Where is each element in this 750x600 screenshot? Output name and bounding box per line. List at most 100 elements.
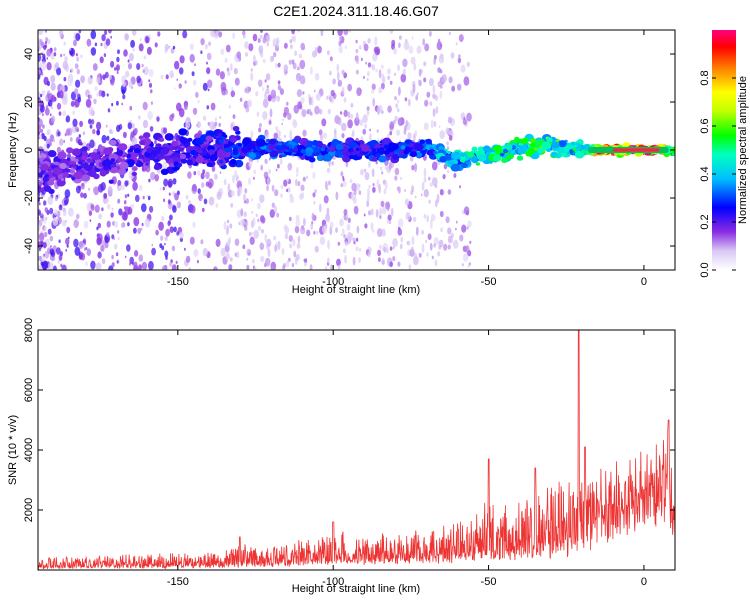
spectrogram-speckle — [355, 48, 359, 54]
spectrogram-speckle — [441, 74, 447, 83]
spectrogram-speckle — [267, 94, 272, 102]
spectrogram-speckle — [80, 232, 83, 236]
spectrogram-speckle — [235, 78, 239, 83]
spectrogram-speckle — [366, 110, 370, 116]
spectrogram-ridge-point — [232, 125, 240, 132]
spectrogram-speckle — [423, 189, 429, 198]
spectrogram-ridge-point — [205, 156, 210, 160]
spectrogram-ridge-point — [190, 149, 197, 156]
spectrogram-speckle — [300, 42, 306, 51]
spectrogram-speckle — [90, 119, 95, 125]
spectrogram-ridge-point — [322, 154, 333, 162]
spectrogram-speckle — [347, 111, 351, 118]
spectrogram-speckle — [351, 129, 355, 137]
spectrogram-speckle — [75, 96, 78, 100]
spectrogram-speckle — [380, 64, 384, 70]
spectrogram-speckle — [146, 194, 149, 199]
spectrogram-speckle — [387, 68, 391, 75]
spectrogram-speckle — [246, 264, 250, 270]
spectrogram-speckle — [269, 209, 275, 218]
spectrogram-speckle — [295, 219, 301, 227]
spectrogram-ridge-point — [518, 142, 523, 146]
spectrogram-speckle — [379, 166, 383, 171]
spectrogram-ridge-point — [50, 165, 55, 168]
spectrogram-speckle — [244, 225, 248, 231]
spectrogram-speckle — [100, 244, 105, 252]
spectrogram-speckle — [133, 261, 138, 269]
spectrogram-speckle — [202, 82, 208, 91]
spectrogram-speckle — [341, 69, 345, 75]
spectrogram-speckle — [135, 194, 140, 203]
spectrogram-speckle — [149, 205, 154, 213]
spectrogram-speckle — [165, 228, 171, 237]
spectrogram-ridge-point — [433, 150, 438, 155]
spectrogram-speckle — [397, 117, 404, 127]
spectrogram-speckle — [101, 34, 106, 42]
spectrogram-ridge-point — [155, 153, 163, 160]
spectrogram-speckle — [160, 74, 164, 80]
spectrogram-speckle — [75, 53, 78, 57]
spectrogram-speckle — [89, 94, 92, 99]
spectrogram-speckle — [312, 192, 316, 198]
spectrogram-speckle — [167, 180, 173, 188]
spectrogram-speckle — [394, 96, 397, 101]
spectrogram-speckle — [355, 69, 359, 75]
spectrogram-speckle — [265, 257, 271, 267]
spectrogram-speckle — [342, 176, 345, 180]
spectrogram-ridge-point — [74, 158, 79, 163]
spectrogram-speckle — [220, 247, 226, 257]
spectrogram-speckle — [277, 62, 281, 68]
spectrogram-ridge-point — [471, 146, 478, 152]
spectrogram-speckle — [252, 258, 255, 264]
spectrogram-speckle — [262, 37, 267, 44]
spectrogram-speckle — [338, 40, 342, 47]
spectrogram-speckle — [439, 84, 443, 89]
spectrogram-speckle — [464, 245, 470, 253]
spectrogram-speckle — [142, 119, 149, 129]
spectrogram-speckle — [110, 212, 114, 218]
spectrogram-speckle — [167, 199, 171, 205]
spectrogram-speckle — [154, 140, 157, 145]
spectrogram-speckle — [379, 207, 382, 217]
spectrogram-speckle — [78, 241, 83, 248]
spectrogram-speckle — [279, 88, 284, 95]
spectrogram-speckle — [66, 244, 69, 248]
spectrogram-speckle — [249, 236, 255, 245]
spectrogram-ticks: -150 -100 -50 0 -40 -20 0 20 40 — [23, 30, 675, 288]
spectrogram-ridge-point — [38, 179, 42, 184]
spectrogram-speckle — [289, 243, 293, 249]
spectrogram-speckle — [40, 93, 43, 98]
spectrogram-speckle — [306, 109, 310, 114]
spectrogram-speckle — [396, 108, 400, 113]
spectrogram-speckle — [157, 31, 161, 37]
spectrogram-speckle — [392, 238, 398, 248]
spectrogram-speckle — [94, 86, 98, 92]
spectrogram-speckle — [161, 216, 165, 221]
spectrogram-speckle — [80, 182, 85, 190]
spectrogram-speckle — [313, 200, 316, 205]
spectrogram-speckle — [89, 219, 92, 222]
spectrogram-speckle — [145, 36, 150, 44]
spectrogram-speckle — [407, 98, 411, 107]
spectrogram-ridge-point — [670, 147, 675, 155]
spectrogram-speckle — [138, 264, 142, 270]
spectrogram-speckle — [314, 189, 317, 194]
spectrogram-speckle — [389, 80, 393, 85]
spectrogram-speckle — [340, 111, 343, 115]
spectrogram-ridge-point — [180, 158, 187, 164]
spectrogram-speckle — [213, 266, 218, 270]
spectrogram-ridge-point — [581, 146, 585, 150]
spectrogram-speckle — [138, 185, 143, 192]
spectrogram-speckle — [50, 94, 56, 103]
spectrogram-speckle — [57, 260, 60, 264]
spectrogram-speckle — [167, 221, 171, 227]
spectrogram-speckle — [257, 38, 261, 43]
spectrogram-speckle — [371, 83, 376, 91]
spectrogram-speckle — [124, 206, 129, 213]
spectrogram-speckle — [372, 229, 375, 233]
spectrogram-speckle — [429, 242, 433, 251]
spectrogram-speckle — [200, 38, 205, 46]
spectrogram-speckle — [345, 214, 348, 219]
colorbar-tick-label: 0.6 — [699, 118, 711, 133]
spectrogram-speckle — [435, 106, 439, 114]
